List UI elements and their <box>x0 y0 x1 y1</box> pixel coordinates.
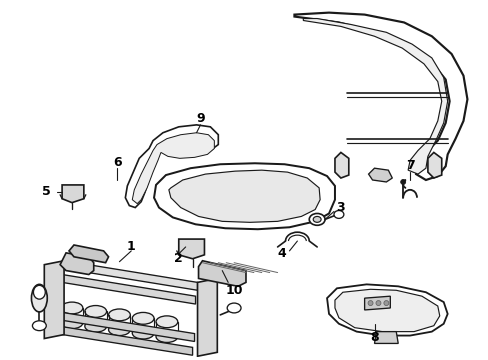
Text: 3: 3 <box>336 201 345 214</box>
Ellipse shape <box>61 317 82 329</box>
Polygon shape <box>60 253 94 275</box>
Polygon shape <box>179 239 204 259</box>
Polygon shape <box>59 312 194 342</box>
Ellipse shape <box>108 324 130 336</box>
Ellipse shape <box>31 284 47 312</box>
Polygon shape <box>154 163 334 229</box>
Polygon shape <box>69 245 108 263</box>
Ellipse shape <box>84 320 106 332</box>
Ellipse shape <box>400 180 405 184</box>
Text: 2: 2 <box>174 252 183 265</box>
Polygon shape <box>294 13 467 180</box>
Ellipse shape <box>308 213 325 225</box>
Ellipse shape <box>156 316 178 328</box>
Text: 5: 5 <box>42 185 51 198</box>
Polygon shape <box>197 278 217 356</box>
Ellipse shape <box>32 321 46 330</box>
Polygon shape <box>168 170 320 222</box>
Ellipse shape <box>132 312 154 324</box>
Text: 4: 4 <box>277 247 285 260</box>
Polygon shape <box>334 152 348 178</box>
Polygon shape <box>56 326 192 355</box>
Ellipse shape <box>313 216 321 222</box>
Polygon shape <box>368 168 391 182</box>
Ellipse shape <box>156 330 178 342</box>
Polygon shape <box>125 125 218 208</box>
Text: 7: 7 <box>405 159 414 172</box>
Polygon shape <box>62 275 195 304</box>
Polygon shape <box>364 296 389 310</box>
Ellipse shape <box>33 285 45 299</box>
Polygon shape <box>374 332 397 343</box>
Text: 8: 8 <box>369 331 378 344</box>
Polygon shape <box>303 18 447 174</box>
Polygon shape <box>44 261 64 338</box>
Polygon shape <box>198 261 245 286</box>
Text: 6: 6 <box>113 156 122 169</box>
Ellipse shape <box>367 301 372 306</box>
Polygon shape <box>326 284 447 336</box>
Polygon shape <box>427 152 441 178</box>
Ellipse shape <box>84 306 106 318</box>
Text: 9: 9 <box>196 112 204 125</box>
Ellipse shape <box>227 303 241 313</box>
Ellipse shape <box>108 309 130 321</box>
Polygon shape <box>64 261 197 290</box>
Polygon shape <box>62 185 83 203</box>
Ellipse shape <box>375 301 380 306</box>
Polygon shape <box>334 289 439 332</box>
Text: 1: 1 <box>127 240 135 253</box>
Text: 10: 10 <box>225 284 243 297</box>
Ellipse shape <box>333 211 343 219</box>
Polygon shape <box>132 133 214 204</box>
Ellipse shape <box>383 301 388 306</box>
Ellipse shape <box>132 327 154 339</box>
Ellipse shape <box>61 302 82 314</box>
